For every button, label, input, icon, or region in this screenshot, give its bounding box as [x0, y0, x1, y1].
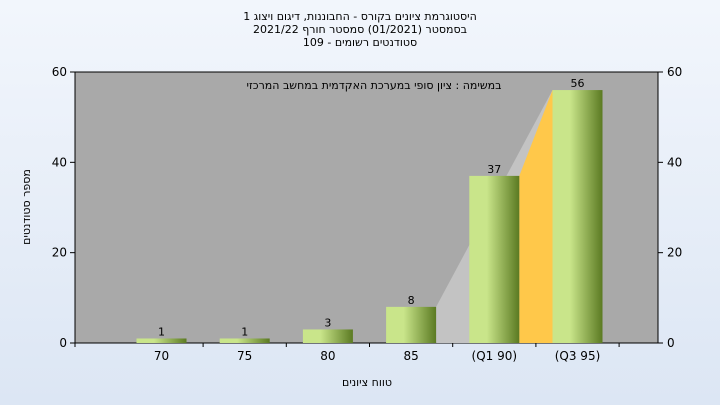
y-tick-label-right: 0 — [667, 336, 675, 350]
x-tick-label: 70 — [154, 349, 169, 363]
y-tick-label-left: 0 — [59, 336, 67, 350]
bar-value-label: 56 — [571, 77, 585, 90]
y-tick-label-right: 20 — [667, 246, 682, 260]
chart-annotation: במשימה : ציון סופי במערכת האקדמית במחשב … — [247, 79, 502, 92]
y-tick-label-left: 40 — [52, 155, 67, 169]
x-tick-label: 85 — [403, 349, 418, 363]
x-axis-title: טווח ציונים — [342, 376, 392, 389]
y-tick-label-right: 40 — [667, 155, 682, 169]
y-axis-title: מספר סטודנטים — [20, 169, 33, 245]
y-tick-label-right: 60 — [667, 65, 682, 79]
bar — [552, 90, 603, 343]
chart-title-line-1: היסטוגרמת ציונים בקורס - החבוננות, דיגום… — [243, 10, 477, 23]
bar — [386, 306, 437, 343]
x-tick-label: 75 — [237, 349, 252, 363]
x-tick-label: (Q1 90) — [472, 349, 518, 363]
bar — [469, 175, 520, 343]
chart-title-line-2: בסמסטר (01/2021) סמסטר חורף 2021/22 — [253, 23, 467, 36]
chart-title-line-3: סטודנטים רשומים - 109 — [302, 36, 418, 49]
y-tick-label-left: 60 — [52, 65, 67, 79]
x-tick-label: 80 — [320, 349, 335, 363]
bar-value-label: 37 — [487, 163, 501, 176]
bar-value-label: 1 — [158, 325, 165, 338]
bar — [302, 329, 353, 343]
quartile-area — [519, 90, 553, 343]
bar — [136, 338, 187, 343]
x-tick-label: (Q3 95) — [555, 349, 601, 363]
bar-value-label: 8 — [408, 294, 415, 307]
y-tick-label-left: 20 — [52, 246, 67, 260]
chart-title: היסטוגרמת ציונים בקורס - החבוננות, דיגום… — [0, 10, 720, 49]
bar-value-label: 1 — [241, 325, 248, 338]
bar-value-label: 3 — [324, 316, 331, 329]
bar — [219, 338, 270, 343]
